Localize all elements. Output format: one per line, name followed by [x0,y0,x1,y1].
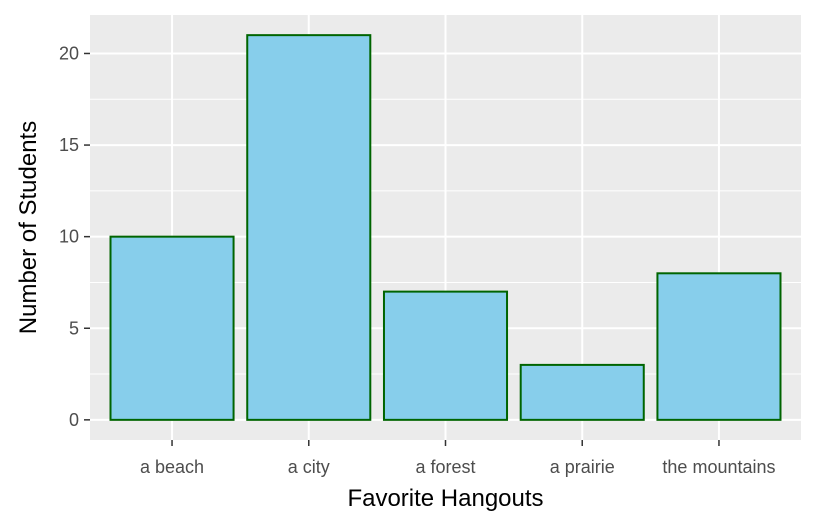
x-tick-label: a forest [415,457,475,477]
y-tick-label: 15 [59,135,79,155]
bar [246,34,372,421]
x-tick-label: the mountains [662,457,775,477]
x-tick-label: a beach [140,457,204,477]
y-tick-label: 0 [69,410,79,430]
y-tick-label: 20 [59,43,79,63]
bar [109,235,235,421]
y-tick-label: 10 [59,227,79,247]
bar [656,272,782,421]
bars [109,34,782,421]
bar [382,290,509,421]
x-axis: a beach a city a forest a prairie the mounta… [140,440,776,477]
bar [519,363,645,421]
y-axis-title: Number of Students [15,121,42,334]
x-tick-label: a prairie [550,457,615,477]
x-axis-title: Favorite Hangouts [347,485,543,512]
x-tick-label: a city [288,457,330,477]
y-tick-label: 5 [69,318,79,338]
y-axis: 0 5 10 15 20 [59,43,90,430]
